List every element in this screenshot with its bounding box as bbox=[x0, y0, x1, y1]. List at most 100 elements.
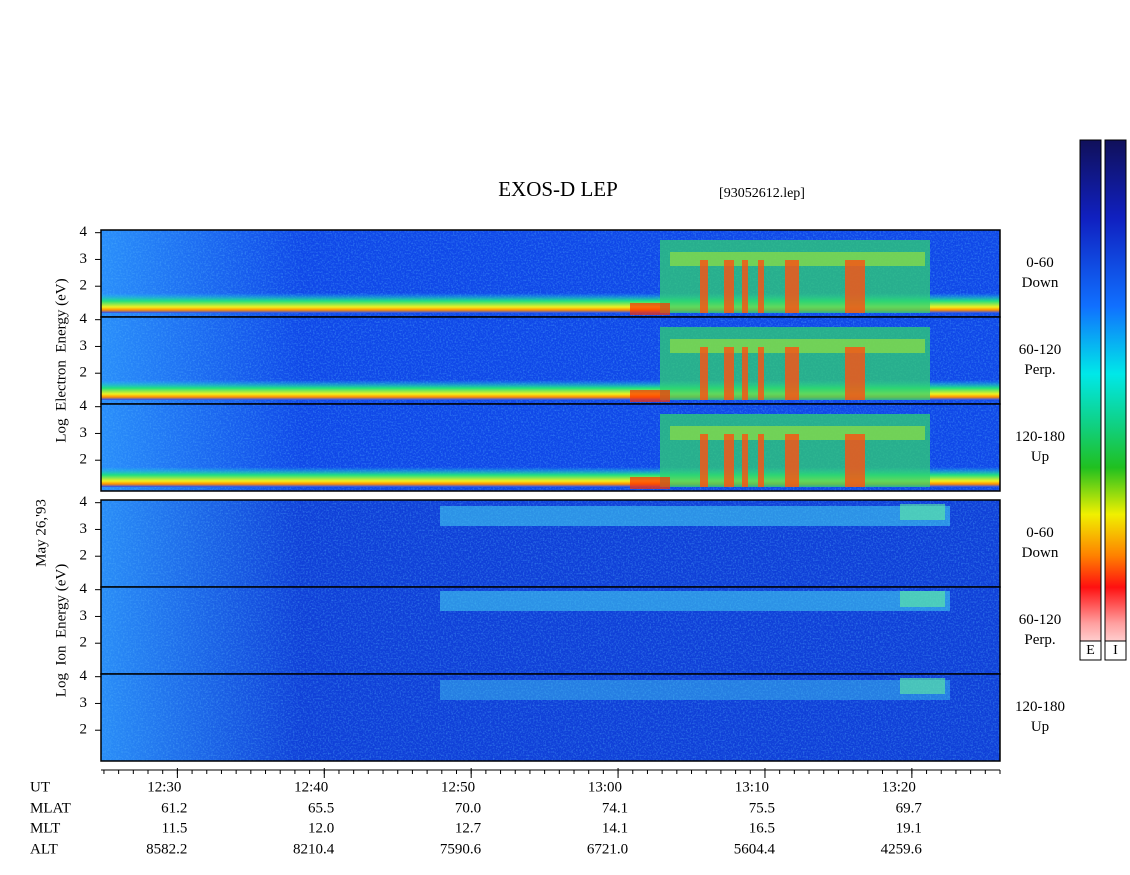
panel-label: Up bbox=[1031, 719, 1049, 735]
spectrogram-panel bbox=[100, 229, 1001, 318]
x-tick-label: 12:30 bbox=[147, 779, 181, 795]
color-bar-box bbox=[1104, 640, 1127, 661]
y-axis-label: Log Electron Energy (eV) bbox=[53, 278, 69, 442]
x-tick-label: 13:00 bbox=[588, 779, 622, 795]
activity-burst bbox=[845, 347, 865, 400]
panel-frame bbox=[100, 403, 1001, 492]
date: May 26,'93 bbox=[33, 499, 49, 567]
y-tick-label: 4 bbox=[80, 668, 88, 684]
y-tick-label: 3 bbox=[80, 338, 88, 354]
ion-band bbox=[440, 591, 950, 611]
row-value: 8210.4 bbox=[293, 841, 335, 857]
activity-burst bbox=[845, 434, 865, 487]
row-value: 12.7 bbox=[455, 820, 482, 836]
ion-band-end bbox=[900, 591, 945, 607]
y-tick-label: 4 bbox=[80, 311, 88, 327]
activity-burst bbox=[785, 347, 799, 400]
y-tick-label: 4 bbox=[80, 494, 88, 510]
row-value: 14.1 bbox=[602, 820, 628, 836]
activity-burst bbox=[700, 347, 708, 400]
activity-burst bbox=[845, 260, 865, 313]
ion-band-end bbox=[900, 504, 945, 520]
panel-label: 60-120 bbox=[1019, 612, 1062, 628]
row-name: ALT bbox=[30, 841, 58, 857]
color-bar bbox=[1104, 139, 1127, 661]
x-tick-label: 12:40 bbox=[294, 779, 328, 795]
activity-burst bbox=[742, 347, 748, 400]
spectrogram-panel bbox=[100, 316, 1001, 405]
row-value: 8582.2 bbox=[146, 841, 187, 857]
spectrogram-panel bbox=[100, 403, 1001, 492]
activity-burst bbox=[758, 260, 764, 313]
row-value: 4259.6 bbox=[881, 841, 923, 857]
y-tick-label: 2 bbox=[80, 365, 88, 381]
x-tick-label: 13:20 bbox=[882, 779, 916, 795]
title: EXOS-D LEP bbox=[498, 177, 618, 201]
color-bar bbox=[1079, 139, 1102, 661]
activity-burst bbox=[742, 260, 748, 313]
y-tick-label: 3 bbox=[80, 695, 88, 711]
activity-edge bbox=[630, 303, 670, 315]
panel-label: 60-120 bbox=[1019, 342, 1062, 358]
x-tick-label: 13:10 bbox=[735, 779, 769, 795]
color-bar-label: I bbox=[1113, 643, 1118, 658]
row-value: 61.2 bbox=[161, 800, 187, 816]
y-tick-label: 2 bbox=[80, 452, 88, 468]
activity-edge bbox=[630, 390, 670, 402]
y-tick-label: 3 bbox=[80, 425, 88, 441]
spectrogram-panel bbox=[100, 586, 1001, 675]
panel-label: 0-60 bbox=[1026, 525, 1054, 541]
activity-burst bbox=[758, 347, 764, 400]
x-tick-label: 12:50 bbox=[441, 779, 475, 795]
row-name: MLAT bbox=[30, 800, 71, 816]
color-bar-box bbox=[1079, 640, 1102, 661]
row-value: 7590.6 bbox=[440, 841, 482, 857]
y-tick-label: 2 bbox=[80, 548, 88, 564]
row-value: 75.5 bbox=[749, 800, 775, 816]
panel-noise bbox=[101, 674, 1000, 761]
activity-edge bbox=[630, 477, 670, 489]
row-value: 16.5 bbox=[749, 820, 775, 836]
row-value: 65.5 bbox=[308, 800, 334, 816]
ion-band bbox=[440, 506, 950, 526]
panel-label: 0-60 bbox=[1026, 255, 1054, 271]
y-tick-label: 3 bbox=[80, 521, 88, 537]
activity-burst bbox=[785, 260, 799, 313]
activity-burst bbox=[742, 434, 748, 487]
panel-label: Down bbox=[1022, 545, 1059, 561]
y-tick-label: 3 bbox=[80, 251, 88, 267]
row-value: 19.1 bbox=[896, 820, 922, 836]
spectrogram-panel bbox=[100, 499, 1001, 588]
row-value: 11.5 bbox=[162, 820, 188, 836]
file-name: [93052612.lep] bbox=[719, 186, 805, 201]
activity-burst bbox=[724, 347, 734, 400]
row-value: 6721.0 bbox=[587, 841, 628, 857]
row-value: 12.0 bbox=[308, 820, 334, 836]
row-value: 5604.4 bbox=[734, 841, 776, 857]
activity-burst bbox=[700, 260, 708, 313]
panel-label: 120-180 bbox=[1015, 699, 1065, 715]
y-tick-label: 4 bbox=[80, 224, 88, 240]
y-tick-label: 4 bbox=[80, 398, 88, 414]
y-tick-label: 2 bbox=[80, 635, 88, 651]
ion-band-end bbox=[900, 678, 945, 694]
row-value: 70.0 bbox=[455, 800, 481, 816]
panel-label: Up bbox=[1031, 449, 1049, 465]
color-bar-label: E bbox=[1086, 643, 1095, 658]
y-tick-label: 2 bbox=[80, 722, 88, 738]
panel-frame bbox=[100, 673, 1001, 762]
panel-label: Perp. bbox=[1024, 632, 1055, 648]
color-bars bbox=[1079, 139, 1127, 661]
y-tick-label: 4 bbox=[80, 581, 88, 597]
spectrogram-panel bbox=[100, 673, 1001, 762]
ion-band bbox=[440, 680, 950, 700]
y-tick-label: 2 bbox=[80, 278, 88, 294]
panel-label: 120-180 bbox=[1015, 429, 1065, 445]
activity-burst bbox=[785, 434, 799, 487]
row-name: MLT bbox=[30, 820, 60, 836]
activity-burst bbox=[758, 434, 764, 487]
y-axis-label: Log Ion Energy (eV) bbox=[53, 564, 69, 697]
activity-burst bbox=[700, 434, 708, 487]
row-value: 69.7 bbox=[896, 800, 923, 816]
